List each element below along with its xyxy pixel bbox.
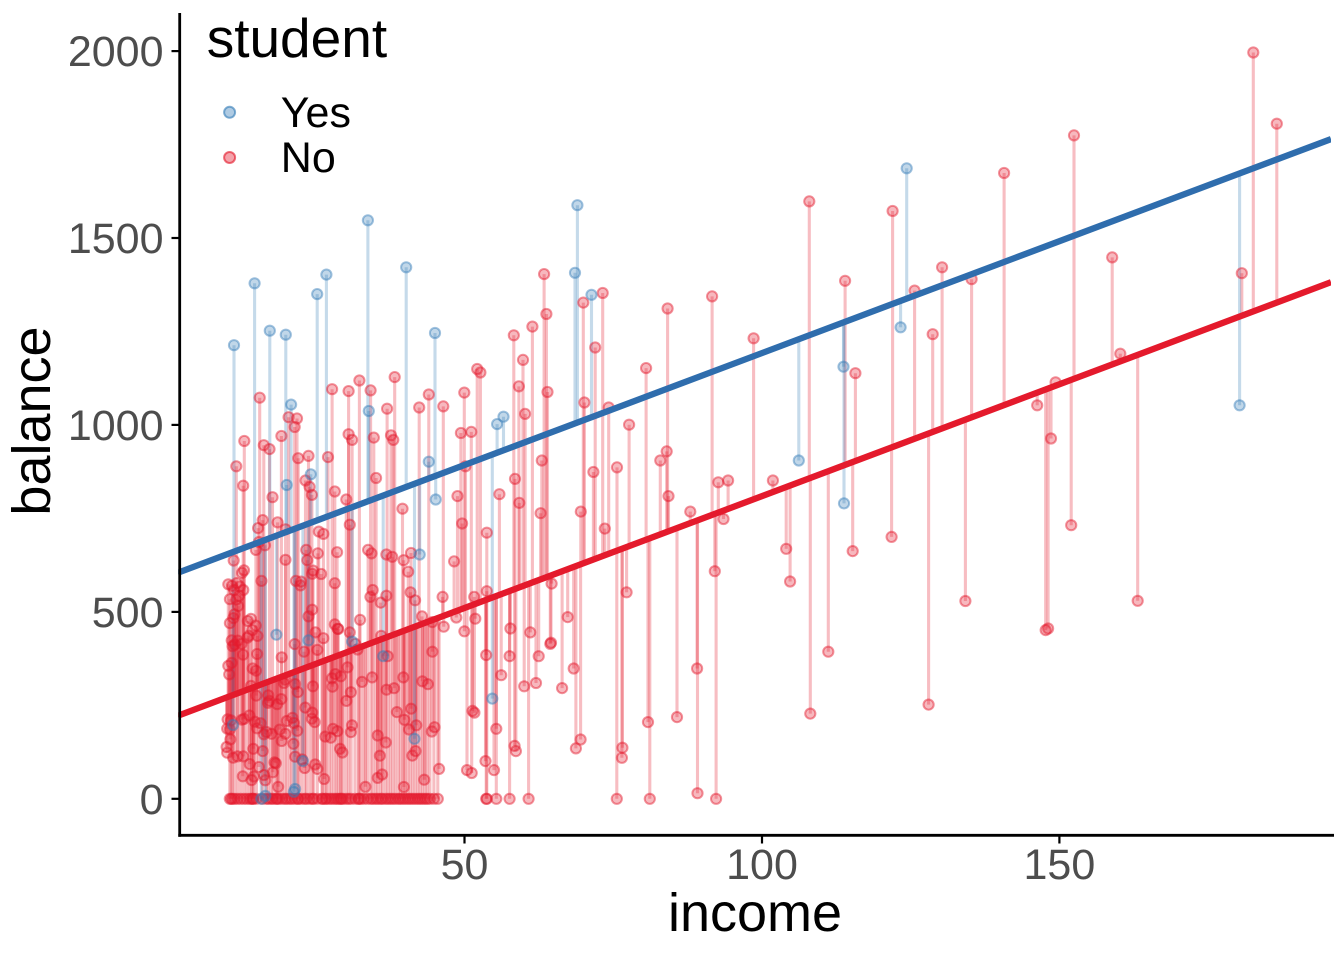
svg-text:150: 150 <box>1024 841 1096 889</box>
svg-text:No: No <box>281 134 336 182</box>
svg-text:income: income <box>668 883 842 943</box>
svg-text:50: 50 <box>441 841 489 889</box>
svg-text:student: student <box>207 7 387 69</box>
svg-text:100: 100 <box>726 841 798 889</box>
svg-text:2000: 2000 <box>68 28 164 76</box>
svg-text:Yes: Yes <box>281 89 351 137</box>
svg-text:0: 0 <box>140 776 164 824</box>
svg-text:1000: 1000 <box>68 402 164 450</box>
svg-text:500: 500 <box>92 589 164 637</box>
svg-text:1500: 1500 <box>68 215 164 263</box>
svg-text:balance: balance <box>2 326 62 515</box>
